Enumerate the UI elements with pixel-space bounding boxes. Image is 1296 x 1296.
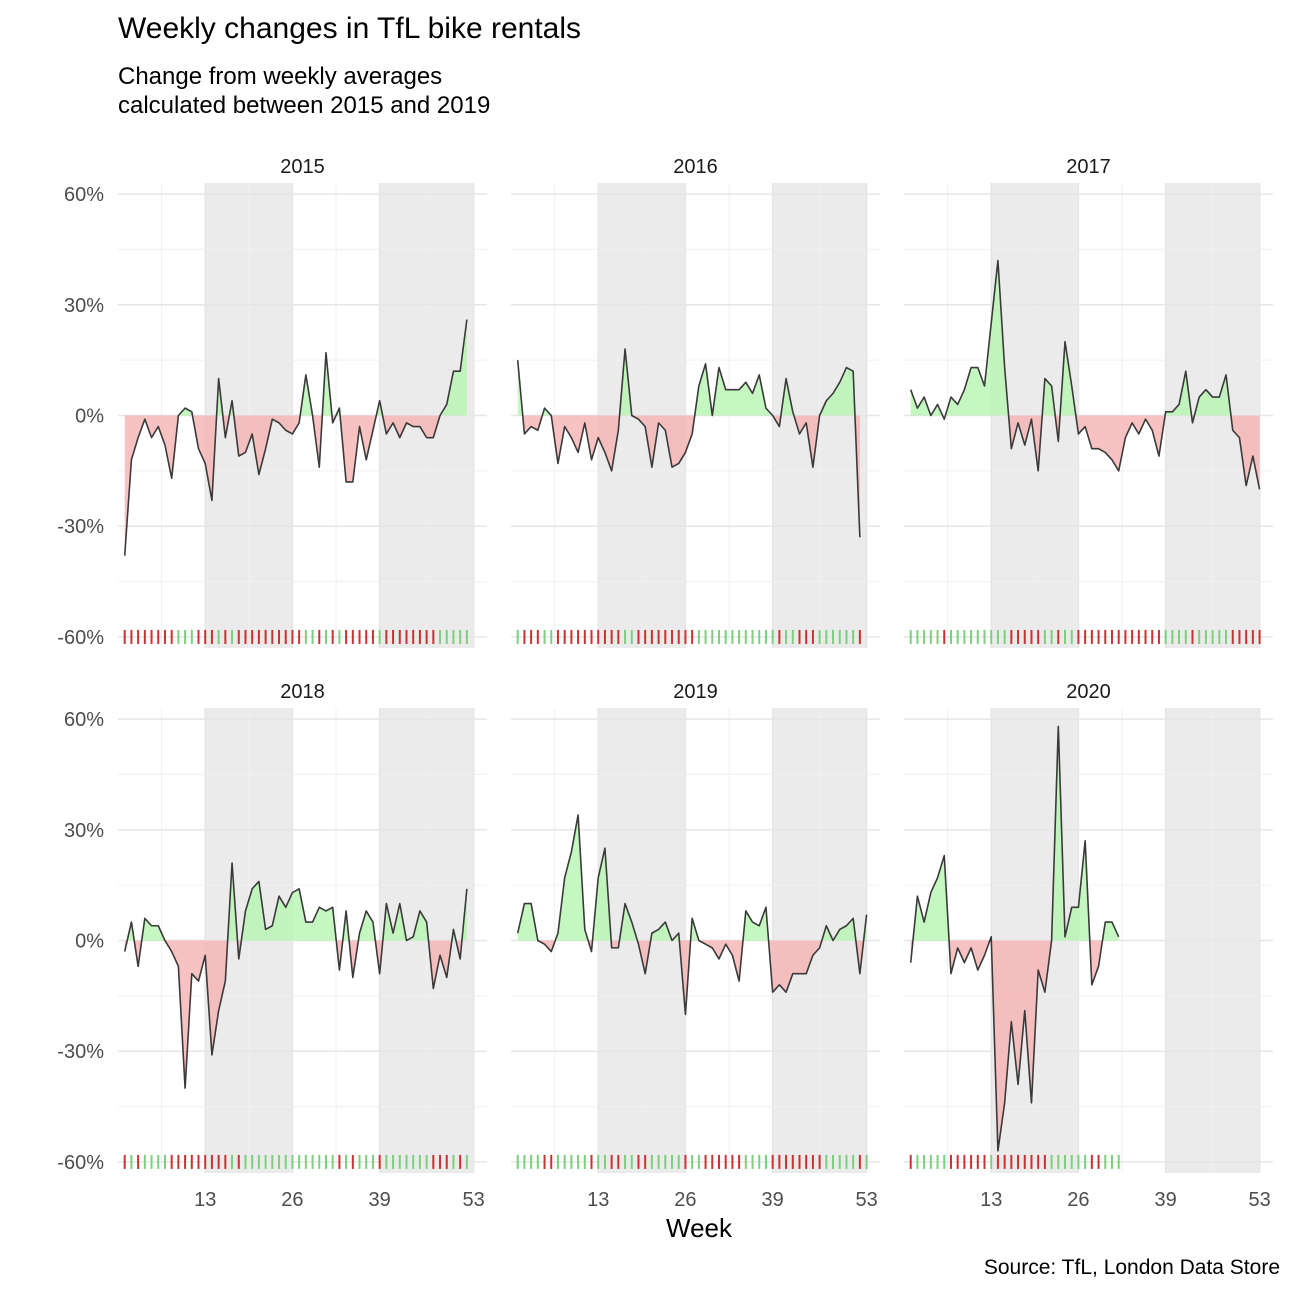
negative-area (537, 940, 864, 1015)
y-tick-label: 60% (64, 184, 104, 206)
x-tick-label: 26 (674, 1189, 696, 1211)
negative-area (124, 940, 462, 1089)
panel-strip-label: 2018 (280, 681, 325, 703)
panel-2020: 2020 13 26 39 53 (904, 681, 1273, 1211)
x-tick-label: 39 (369, 1189, 391, 1211)
y-tick-label: -60% (57, 1152, 104, 1174)
chart-caption: Source: TfL, London Data Store (983, 1256, 1280, 1279)
y-tick-label: 30% (64, 820, 104, 842)
x-axis-title: Week (666, 1213, 733, 1243)
panel-strip-label: 2020 (1066, 681, 1111, 703)
negative-area (522, 415, 860, 538)
chart-subtitle: Change from weekly averages calculated b… (118, 62, 490, 120)
panel-2017: 2017 (904, 156, 1273, 648)
panel-strip-label: 2017 (1066, 156, 1111, 178)
y-tick-label: 0% (75, 406, 104, 428)
positive-area (517, 815, 867, 941)
x-tick-label: 53 (855, 1189, 877, 1211)
panel-2016: 2016 (511, 156, 880, 648)
y-tick-label: 30% (64, 295, 104, 317)
x-tick-label: 13 (587, 1189, 609, 1211)
x-tick-label: 13 (980, 1189, 1002, 1211)
panel-strip-label: 2016 (673, 156, 718, 178)
y-tick-label: 0% (75, 931, 104, 953)
positive-area (127, 863, 467, 941)
negative-area (124, 415, 441, 556)
panel-2018: 2018 -60% -30% 0% 30% 60% 13 26 39 53 (57, 681, 487, 1211)
series-line (123, 862, 468, 1089)
x-tick-label: 13 (194, 1189, 216, 1211)
x-tick-label: 26 (1067, 1189, 1089, 1211)
positive-area (912, 726, 1119, 941)
panel-2015: 2015 -60% -30% 0% 30% 60% (57, 156, 487, 649)
panel-strip-label: 2019 (673, 681, 718, 703)
panel-strip-label: 2015 (280, 156, 325, 178)
x-tick-label: 53 (462, 1189, 484, 1211)
x-tick-label: 39 (762, 1189, 784, 1211)
y-tick-label: -30% (57, 516, 104, 538)
series-line (909, 259, 1261, 490)
series-line (123, 319, 468, 556)
series-line (516, 814, 868, 1016)
negative-area (910, 940, 1103, 1151)
x-tick-label: 53 (1248, 1189, 1270, 1211)
chart-title: Weekly changes in TfL bike rentals (118, 12, 582, 45)
series-line (516, 348, 861, 538)
positive-area (910, 260, 1231, 416)
panel-2019: 2019 13 26 39 53 (511, 681, 880, 1211)
x-tick-label: 39 (1155, 1189, 1177, 1211)
x-tick-label: 26 (281, 1189, 303, 1211)
y-tick-label: -30% (57, 1041, 104, 1063)
y-tick-label: -60% (57, 627, 104, 649)
series-line (909, 725, 1120, 1152)
subtitle-line-1: Change from weekly averages (118, 63, 443, 90)
subtitle-line-2: calculated between 2015 and 2019 (118, 92, 491, 119)
y-tick-label: 60% (64, 709, 104, 731)
